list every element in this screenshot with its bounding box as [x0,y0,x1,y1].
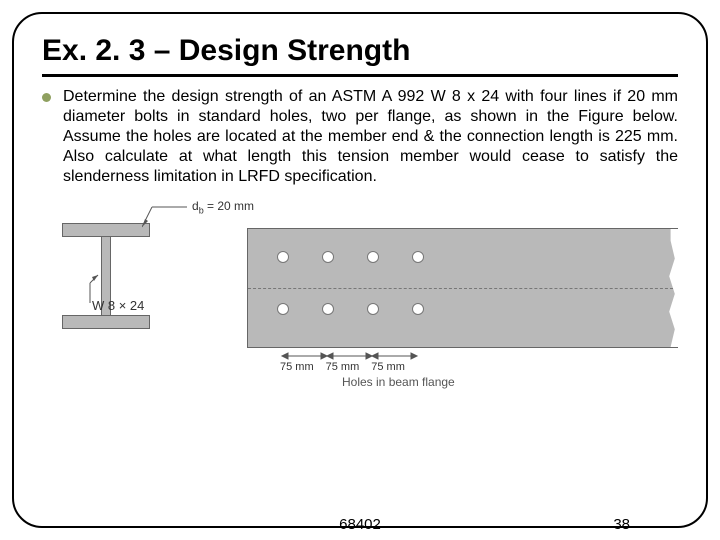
bullet-row: Determine the design strength of an ASTM… [42,87,678,187]
bolt-hole [322,303,334,315]
bolt-hole [277,251,289,263]
bullet-icon [42,93,51,102]
figure-caption: Holes in beam flange [342,375,455,389]
bolt-hole [367,251,379,263]
dim-1: 75 mm [280,361,314,373]
bolt-hole [367,303,379,315]
bolt-hole [322,251,334,263]
slide-title: Ex. 2. 3 – Design Strength [42,34,678,77]
section-label: W 8 × 24 [92,298,144,313]
footer-center: 68402 [339,516,381,533]
db-label: db = 20 mm [192,199,254,215]
dimension-labels: 75 mm 75 mm 75 mm [280,361,405,373]
centerline [248,288,678,289]
flange-plan-view [247,228,678,348]
footer-page-number: 38 [613,516,630,533]
dim-3: 75 mm [371,361,405,373]
dim-2: 75 mm [326,361,360,373]
bolt-hole [412,251,424,263]
bolt-hole [412,303,424,315]
figure: db = 20 mm W 8 × 24 75 mm 75 mm 75 mm [42,203,678,393]
db-leader-icon [142,203,192,233]
bolt-hole [277,303,289,315]
flange-top [62,223,150,237]
problem-statement: Determine the design strength of an ASTM… [63,87,678,187]
